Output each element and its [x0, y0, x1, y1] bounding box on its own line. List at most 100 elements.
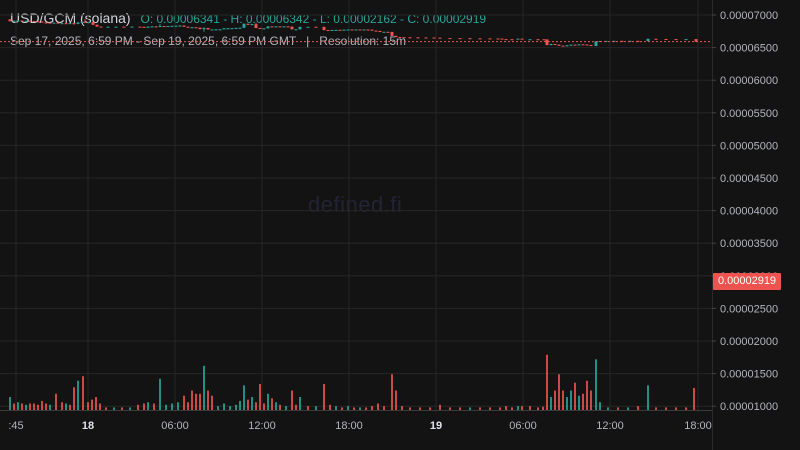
candle[interactable]: [510, 39, 514, 41]
candle[interactable]: [334, 29, 338, 31]
candle[interactable]: [174, 25, 178, 27]
candle[interactable]: [24, 20, 28, 22]
candle[interactable]: [44, 22, 48, 24]
candle[interactable]: [202, 27, 206, 32]
candle[interactable]: [106, 26, 110, 28]
candle[interactable]: [238, 27, 242, 29]
candle[interactable]: [378, 30, 382, 33]
candle[interactable]: [60, 23, 64, 25]
candle[interactable]: [250, 23, 254, 26]
candle[interactable]: [390, 31, 394, 37]
candle[interactable]: [230, 28, 234, 30]
candle[interactable]: [516, 38, 520, 40]
candle[interactable]: [504, 38, 508, 41]
candle[interactable]: [278, 26, 282, 28]
candle[interactable]: [542, 39, 546, 41]
candle[interactable]: [146, 26, 150, 28]
candle[interactable]: [286, 26, 290, 28]
candle[interactable]: [290, 26, 294, 30]
candle[interactable]: [52, 22, 56, 24]
candle[interactable]: [569, 44, 573, 46]
candle[interactable]: [306, 26, 310, 28]
candle[interactable]: [40, 21, 44, 23]
candle[interactable]: [226, 28, 230, 30]
candle[interactable]: [565, 45, 569, 47]
candle[interactable]: [402, 37, 406, 39]
candle[interactable]: [528, 39, 532, 41]
candle[interactable]: [262, 28, 266, 30]
candle[interactable]: [138, 26, 142, 28]
candle[interactable]: [218, 29, 222, 31]
candle[interactable]: [358, 29, 362, 31]
candle[interactable]: [170, 25, 174, 27]
candle[interactable]: [536, 39, 540, 41]
candle[interactable]: [178, 25, 182, 27]
candle[interactable]: [294, 29, 298, 31]
candle[interactable]: [496, 38, 500, 40]
candle[interactable]: [350, 29, 354, 31]
candle[interactable]: [80, 21, 84, 23]
symbol-title[interactable]: USD/GCM (solana): [10, 10, 131, 26]
candle[interactable]: [394, 35, 398, 38]
candle[interactable]: [130, 26, 134, 28]
candle[interactable]: [274, 26, 278, 28]
candle[interactable]: [382, 31, 386, 33]
candle[interactable]: [424, 37, 428, 39]
candle[interactable]: [190, 27, 194, 29]
candle[interactable]: [158, 24, 162, 28]
candle[interactable]: [322, 26, 326, 31]
candle[interactable]: [664, 38, 668, 40]
candle[interactable]: [362, 29, 366, 31]
candle[interactable]: [99, 26, 103, 28]
candle[interactable]: [56, 22, 60, 24]
candle[interactable]: [561, 45, 565, 47]
candle[interactable]: [162, 25, 166, 28]
candle[interactable]: [346, 29, 350, 31]
candle[interactable]: [122, 26, 126, 28]
candle[interactable]: [95, 24, 99, 27]
candle[interactable]: [12, 20, 16, 22]
candle[interactable]: [674, 38, 678, 41]
candle[interactable]: [72, 22, 76, 25]
candle[interactable]: [36, 21, 40, 23]
candle[interactable]: [342, 29, 346, 31]
candle[interactable]: [386, 31, 390, 33]
candle[interactable]: [154, 26, 158, 28]
candle[interactable]: [214, 29, 218, 31]
candle[interactable]: [520, 38, 524, 40]
candle[interactable]: [354, 29, 358, 31]
candle[interactable]: [32, 20, 36, 22]
candle[interactable]: [16, 20, 20, 22]
candle[interactable]: [210, 29, 214, 31]
candle[interactable]: [298, 26, 302, 30]
candle[interactable]: [585, 44, 589, 46]
candle[interactable]: [468, 38, 472, 40]
candle[interactable]: [438, 37, 442, 39]
candle[interactable]: [83, 19, 87, 23]
candle[interactable]: [448, 38, 452, 40]
candle[interactable]: [478, 38, 482, 40]
candle[interactable]: [182, 25, 186, 27]
candle[interactable]: [28, 20, 32, 22]
candle[interactable]: [374, 30, 378, 32]
resolution-label[interactable]: Resolution: 15m: [319, 34, 407, 48]
candle[interactable]: [553, 43, 557, 46]
candle[interactable]: [186, 26, 190, 28]
candle[interactable]: [114, 26, 118, 28]
candle[interactable]: [48, 22, 52, 24]
candle[interactable]: [194, 27, 198, 29]
candle[interactable]: [589, 44, 593, 47]
candle[interactable]: [246, 23, 250, 26]
candle[interactable]: [398, 36, 402, 39]
candle[interactable]: [87, 21, 91, 24]
candle[interactable]: [282, 26, 286, 28]
candle[interactable]: [330, 29, 334, 31]
candle[interactable]: [646, 38, 650, 42]
candle[interactable]: [234, 27, 238, 29]
candle[interactable]: [338, 29, 342, 31]
candle[interactable]: [500, 38, 504, 40]
candle[interactable]: [242, 23, 246, 29]
candle[interactable]: [408, 37, 412, 39]
candle[interactable]: [266, 26, 270, 29]
candle[interactable]: [142, 26, 146, 28]
